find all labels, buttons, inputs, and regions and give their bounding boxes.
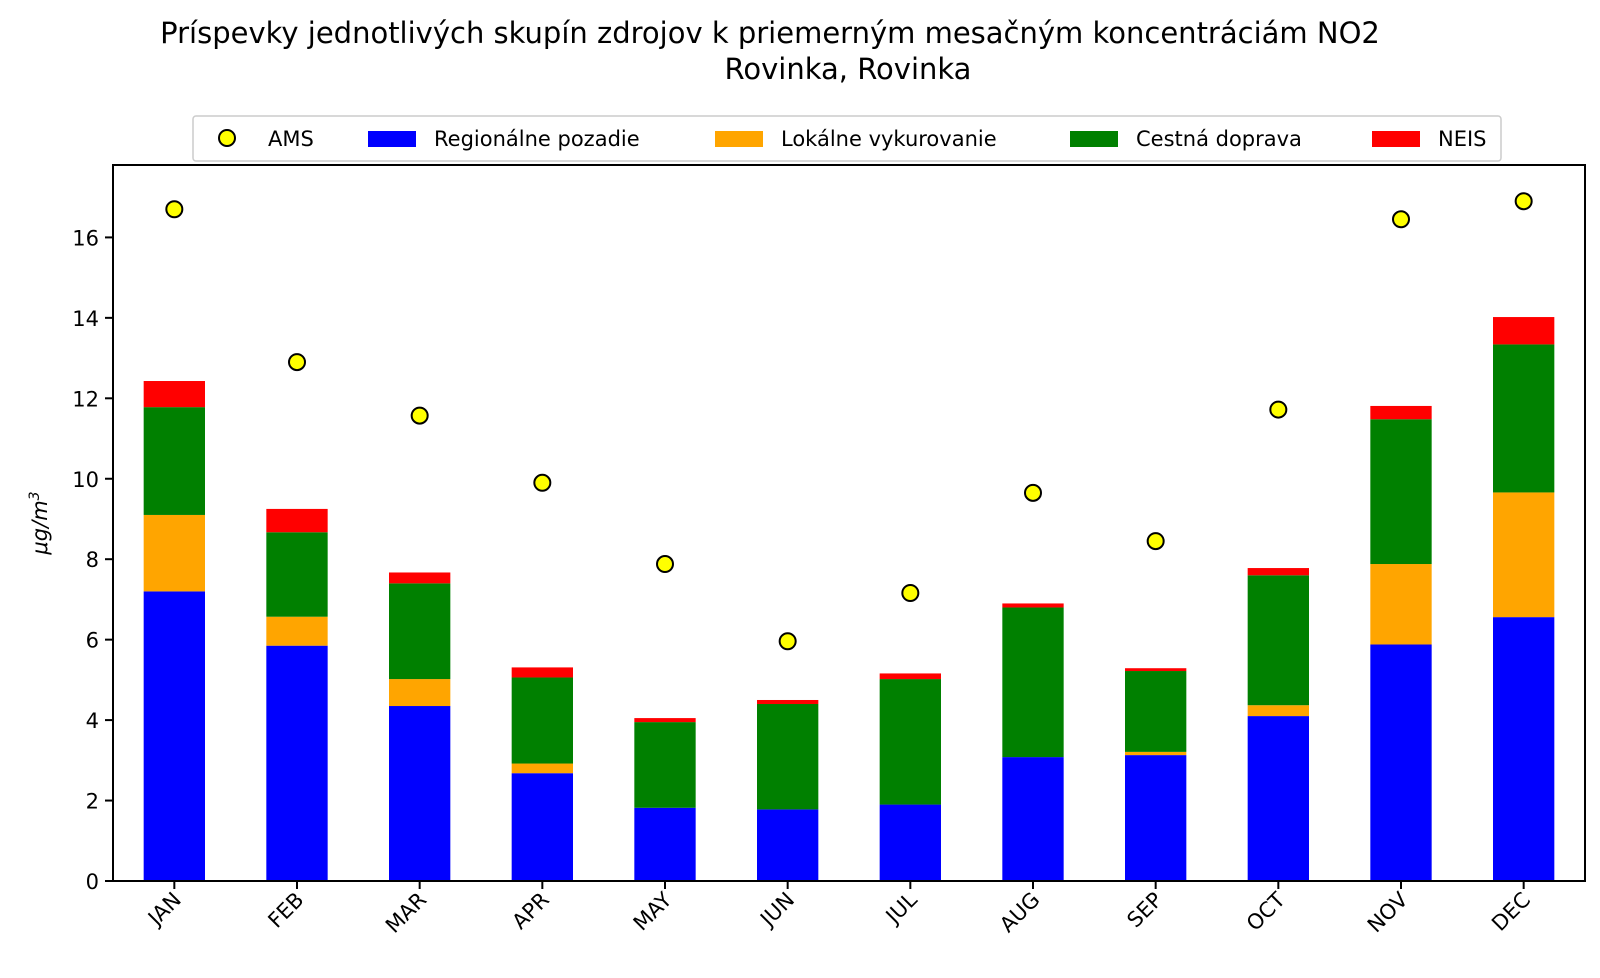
- legend-swatch-regional: [368, 131, 416, 147]
- legend-label-traffic: Cestná doprava: [1136, 127, 1302, 151]
- bar-sep-series-0: [1125, 755, 1187, 881]
- bar-dec-series-1: [1493, 492, 1555, 618]
- bar-feb-series-2: [266, 532, 328, 617]
- bar-apr-series-1: [511, 763, 573, 774]
- bar-jul-series-0: [879, 804, 941, 881]
- chart-title: Príspevky jednotlivých skupín zdrojov k …: [160, 16, 1380, 50]
- ams-point-mar: [410, 406, 429, 425]
- bar-sep-series-1: [1125, 751, 1187, 756]
- ams-point-aug: [1024, 483, 1042, 502]
- y-tick-label: 4: [86, 709, 99, 733]
- x-tick-label-jul: JUL: [880, 887, 922, 929]
- bar-oct-series-1: [1247, 705, 1309, 717]
- bar-nov-series-0: [1370, 644, 1432, 881]
- x-tick-label-nov: NOV: [1363, 887, 1413, 937]
- bar-aug-series-3: [1002, 603, 1064, 608]
- y-axis-label: μg/m3: [27, 491, 52, 555]
- bar-feb-series-0: [266, 645, 328, 881]
- bar-jul-series-2: [879, 679, 941, 805]
- bar-oct-series-2: [1247, 575, 1309, 706]
- bar-oct-series-3: [1247, 568, 1309, 576]
- x-tick-label-feb: FEB: [263, 888, 308, 933]
- x-tick-label-sep: SEP: [1122, 888, 1167, 933]
- ams-point-oct: [1269, 400, 1288, 419]
- ams-point-jul: [901, 583, 920, 602]
- ams-point-jan: [165, 200, 184, 219]
- bar-mar-series-2: [389, 583, 451, 680]
- bar-feb-series-3: [266, 508, 328, 533]
- bar-mar-series-0: [389, 706, 451, 881]
- bar-nov-series-1: [1370, 564, 1432, 645]
- bar-may-series-2: [634, 722, 696, 808]
- x-tick-label-aug: AUG: [995, 888, 1045, 938]
- chart-subtitle: Rovinka, Rovinka: [725, 52, 972, 86]
- x-axis: JAN FEB MAR APR MAY JUN JUL AUG SEP OCT NOV DEC: [142, 881, 1535, 938]
- bar-mar-series-3: [389, 572, 451, 584]
- legend-marker-ams: [218, 129, 236, 147]
- bar-jan-series-1: [143, 514, 205, 592]
- bar-feb-series-1: [266, 616, 328, 646]
- bar-jan-series-3: [143, 381, 205, 408]
- ams-point-jun: [778, 632, 797, 651]
- bar-aug-series-2: [1002, 607, 1064, 758]
- bar-sep-series-2: [1125, 671, 1187, 752]
- x-tick-label-oct: OCT: [1242, 887, 1290, 935]
- ams-point-nov: [1392, 210, 1410, 229]
- y-tick-label: 14: [72, 307, 99, 331]
- x-tick-label-jan: JAN: [142, 888, 186, 932]
- bar-may-series-0: [634, 807, 696, 881]
- ams-point-sep: [1146, 532, 1165, 551]
- bar-aug-series-0: [1002, 757, 1064, 881]
- x-tick-label-jun: JUN: [754, 888, 799, 933]
- bar-jan-series-2: [143, 407, 205, 515]
- x-tick-label-mar: MAR: [381, 888, 431, 938]
- legend-label-ams: AMS: [268, 127, 314, 151]
- y-tick-label: 2: [86, 790, 99, 814]
- ams-point-apr: [533, 473, 552, 492]
- y-tick-label: 12: [72, 387, 99, 411]
- x-tick-label-dec: DEC: [1487, 888, 1535, 936]
- bar-apr-series-3: [511, 667, 573, 678]
- legend-label-neis: NEIS: [1438, 127, 1487, 151]
- legend: AMS Regionálne pozadie Lokálne vykurovan…: [192, 115, 1502, 162]
- bar-jan-series-0: [143, 591, 205, 881]
- ams-point-feb: [288, 353, 306, 372]
- y-tick-label: 6: [86, 629, 99, 653]
- y-tick-label: 8: [86, 548, 99, 572]
- bar-jun-series-0: [757, 809, 819, 881]
- ams-point-may: [656, 555, 674, 574]
- bar-dec-series-0: [1493, 617, 1555, 881]
- plot-frame: [112, 164, 1586, 882]
- bar-nov-series-3: [1370, 405, 1432, 420]
- legend-swatch-heating: [715, 131, 763, 147]
- ams-point-dec: [1514, 192, 1533, 211]
- bar-apr-series-2: [511, 677, 573, 764]
- legend-label-heating: Lokálne vykurovanie: [781, 127, 997, 151]
- legend-swatch-neis: [1372, 131, 1420, 147]
- bar-mar-series-1: [389, 679, 451, 707]
- bar-apr-series-0: [511, 773, 573, 881]
- legend-frame: [192, 115, 1502, 162]
- legend-label-regional: Regionálne pozadie: [434, 127, 640, 151]
- y-tick-label: 0: [86, 870, 99, 894]
- x-tick-label-apr: APR: [507, 888, 553, 934]
- bar-sep-series-3: [1125, 668, 1187, 672]
- y-tick-label: 16: [72, 226, 99, 250]
- bar-nov-series-2: [1370, 419, 1432, 565]
- bar-jul-series-3: [879, 673, 941, 680]
- legend-swatch-traffic: [1070, 131, 1118, 147]
- x-tick-label-may: MAY: [629, 887, 677, 935]
- bar-oct-series-0: [1247, 716, 1309, 881]
- bar-dec-series-2: [1493, 344, 1555, 493]
- bar-jun-series-3: [757, 699, 819, 705]
- y-axis: 0 2 4 6 8 10 12 14 16: [72, 226, 113, 894]
- bar-dec-series-3: [1493, 317, 1555, 345]
- bar-jun-series-2: [757, 704, 819, 810]
- plot-area: [143, 192, 1555, 881]
- y-tick-label: 10: [72, 468, 99, 492]
- bar-may-series-3: [634, 718, 696, 723]
